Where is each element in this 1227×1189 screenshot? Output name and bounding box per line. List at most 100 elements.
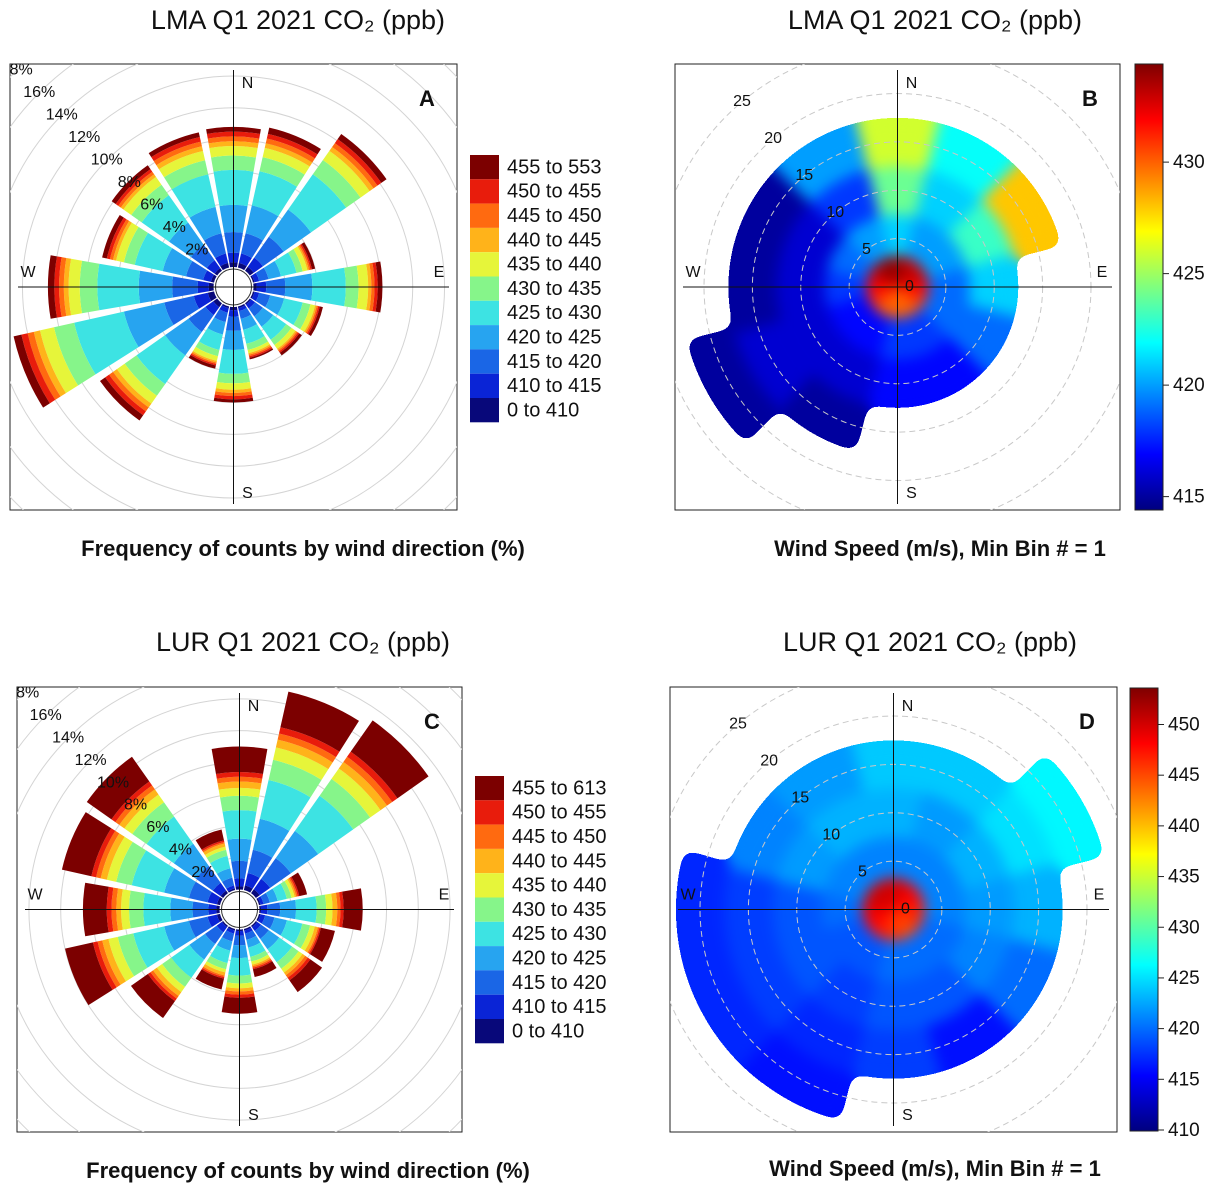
rose-segment (111, 781, 153, 823)
surface-cell (901, 931, 946, 980)
rose-segment (124, 355, 166, 396)
rose-segment (277, 298, 303, 325)
rose-segment (238, 307, 252, 319)
rose-segment (123, 302, 174, 348)
rose-segment (329, 146, 374, 192)
rose-segment (289, 959, 323, 993)
plot-area: N E S W 2% 4%6% 8% 10% 12% 14% 16% 18% (17, 687, 462, 1132)
colorbar-label: 415 (1168, 1069, 1200, 1090)
rose-segment (156, 963, 186, 993)
rose-segment (334, 139, 382, 186)
rose-segment (186, 260, 208, 281)
compass-label: S (242, 485, 253, 502)
rose-segment (247, 341, 270, 354)
compass-label: E (439, 887, 450, 904)
compass-label: N (906, 75, 918, 92)
x-axis-label: Wind Speed (m/s), Min Bin # = 1 (769, 1156, 1101, 1181)
rose-segment (216, 868, 233, 882)
rose-segment (251, 921, 258, 928)
rose-segment (147, 972, 177, 1002)
x-axis-label: Wind Speed (m/s), Min Bin # = 1 (774, 536, 1106, 561)
rose-segment (123, 226, 149, 265)
rose-segment (319, 778, 371, 830)
rose-segment (203, 270, 214, 282)
rose-segment (287, 878, 297, 898)
legend-swatch (470, 373, 499, 398)
rose-segment (293, 923, 311, 949)
legend-swatch (475, 848, 504, 874)
surface-cell (874, 256, 898, 287)
rose-segment (108, 936, 135, 982)
legend-swatch (475, 921, 504, 947)
rose-segment (308, 927, 322, 955)
surface-cell (870, 878, 894, 910)
rose-segment (201, 840, 225, 852)
rose-segment (283, 953, 306, 976)
rose-segment (246, 336, 269, 351)
surface-cell (897, 256, 921, 287)
rose-segment (116, 841, 147, 886)
rose-segment (263, 260, 281, 280)
surface-cell (915, 337, 985, 405)
rose-segment (294, 795, 354, 855)
rose-segment (141, 195, 189, 242)
rose-segment (195, 341, 220, 357)
surface-cell (771, 993, 865, 1074)
surface-cell (841, 839, 886, 888)
rose-segment (220, 262, 230, 271)
ring-label: 16% (23, 84, 55, 101)
rose-segment (247, 849, 273, 878)
legend-swatch (475, 1019, 504, 1044)
surface-cell (736, 1027, 853, 1121)
rose-segment (188, 355, 216, 369)
legend-label: 425 to 430 (512, 923, 607, 945)
surface-cell (827, 234, 876, 280)
rose-segment (173, 843, 209, 879)
surface-cell (905, 216, 950, 266)
rose-segment (213, 298, 222, 308)
legend-label: 435 to 440 (507, 254, 602, 276)
ring-label: 15 (795, 167, 813, 184)
rose-segment (216, 913, 223, 922)
rose-segment (210, 274, 217, 283)
rose-segment (61, 812, 112, 877)
rose-segment (227, 888, 236, 893)
rose-segment (214, 268, 222, 276)
rose-segment (205, 961, 227, 973)
rose-segment (116, 222, 139, 263)
rose-segment (278, 331, 299, 352)
rose-segment (86, 756, 150, 820)
colorbar-label: 420 (1173, 375, 1205, 396)
rose-segment (74, 311, 139, 375)
surface-cell (897, 264, 929, 287)
ring-label: 5 (862, 241, 871, 258)
rose-segment (251, 954, 270, 965)
legend-swatch (475, 897, 504, 922)
rose-segment (195, 969, 224, 990)
colorbar-label: 410 (1168, 1120, 1200, 1141)
rose-segment (188, 916, 212, 938)
compass-label: W (27, 887, 43, 904)
ring-label: 16% (30, 707, 62, 724)
rose-segment (65, 942, 113, 1006)
rose-segment (251, 171, 298, 217)
rose-segment (267, 937, 293, 963)
rose-segment (115, 169, 153, 206)
surface-cell (686, 327, 780, 444)
rose-segment (221, 877, 235, 889)
surface-cell (893, 878, 917, 910)
rose-segment (195, 865, 221, 891)
compass-label: N (248, 698, 260, 715)
rose-segment (291, 872, 308, 897)
rose-segment (276, 946, 299, 969)
ring-label: 4% (169, 842, 192, 859)
ring-label: 12% (68, 129, 100, 146)
rose-segment (332, 143, 378, 189)
surface-cell (870, 909, 894, 941)
rose-segment (248, 302, 263, 317)
colorbar-label: 440 (1168, 816, 1200, 837)
surface-cell (919, 294, 968, 340)
rose-segment (97, 940, 121, 988)
rose-segment (265, 295, 285, 315)
ring-label: 25 (729, 715, 747, 732)
